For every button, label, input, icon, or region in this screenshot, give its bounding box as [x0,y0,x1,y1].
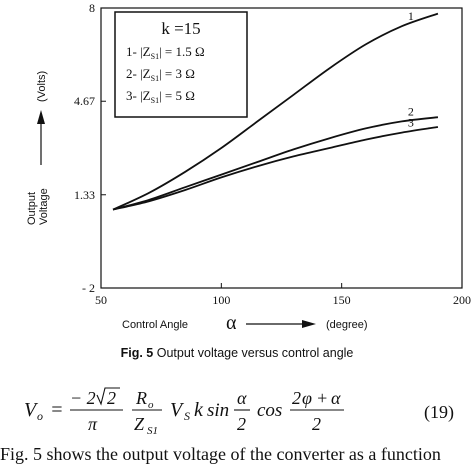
svg-text:sin: sin [207,400,229,421]
legend-entry-label: 3- |Z [126,88,151,103]
x-axis-label-text: Control Angle [122,319,188,331]
x-axis-label: Control Angle α (degree) [122,312,368,334]
svg-text:− 2: − 2 [70,388,96,408]
x-axis-label-symbol: α [226,312,237,334]
series-label-1: 1 [408,9,414,23]
svg-text:V: V [170,399,185,421]
legend-entry-value: | = 5 Ω [159,88,195,103]
legend-entry-2: 2- |ZS1| = 3 Ω [126,66,195,83]
y-axis-label: Output Voltage (Volts) [26,71,50,225]
series-line-3 [112,126,439,211]
legend-entry-1: 1- |ZS1| = 1.5 Ω [126,44,205,61]
svg-text:o: o [148,399,154,411]
equation-number: (19) [424,402,454,422]
y-tick-label: 4.67 [74,94,95,108]
x-axis-ticks: 50 100 150 200 [95,283,471,307]
svg-text:V: V [24,399,39,421]
x-axis-unit: (degree) [326,319,368,331]
legend-entry-3: 3- |ZS1| = 5 Ω [126,88,195,105]
y-axis-label-line2: Voltage [38,188,50,225]
svg-text:2: 2 [312,414,321,434]
plot-frame [100,7,463,289]
series-line-2 [112,116,439,211]
legend-entries: 1- |ZS1| = 1.5 Ω2- |ZS1| = 3 Ω3- |ZS1| =… [126,44,205,105]
legend-entry-label: 2- |Z [126,66,151,81]
svg-text:cos: cos [257,400,282,421]
svg-text:2: 2 [237,414,246,434]
svg-text:2: 2 [107,388,116,408]
svg-text:α: α [331,388,341,408]
y-axis-ticks: 8 4.67 1.33 - 2 [74,1,106,295]
svg-text:k: k [194,399,204,421]
equation: V o = − 2 2 π R o Z S1 V S k sin α 2 cos… [24,387,344,437]
series-line-1 [112,12,439,211]
chart: 8 4.67 1.33 - 2 50 100 150 200 1 23 k =15 1- |Z… [26,1,471,334]
x-tick-label: 200 [453,293,471,307]
svg-text:2: 2 [292,388,301,408]
x-axis-label-arrow-head [302,320,316,328]
legend-entry-value: | = 3 Ω [159,66,195,81]
legend-title: k =15 [161,19,200,38]
x-tick-label: 150 [333,293,351,307]
y-tick-label: - 2 [82,281,95,295]
y-tick-label: 1.33 [74,188,95,202]
svg-text:o: o [37,409,43,423]
x-tick-label: 50 [95,293,107,307]
caption-prefix: Fig. 5 [120,346,154,360]
legend-box [114,11,248,118]
y-axis-unit: (Volts) [36,71,48,102]
legend: k =15 1- |ZS1| = 1.5 Ω2- |ZS1| = 3 Ω3- |… [114,11,248,118]
x-tick-label: 100 [212,293,230,307]
svg-text:+: + [316,388,328,408]
svg-text:π: π [88,414,98,434]
y-tick-label: 8 [89,1,95,15]
y-axis-label-arrow-head [37,110,45,124]
legend-entry-subscript: S1 [151,74,159,83]
svg-text:S: S [184,409,190,423]
svg-text:φ: φ [302,388,312,408]
legend-entry-subscript: S1 [151,96,159,105]
svg-text:=: = [50,399,64,421]
caption-text: Output voltage versus control angle [153,346,354,360]
svg-text:R: R [135,388,147,408]
legend-entry-value: | = 1.5 Ω [159,44,205,59]
series-label-2: 2 [408,104,414,118]
svg-text:Z: Z [134,414,145,434]
legend-entry-label: 1- |Z [126,44,151,59]
svg-text:S1: S1 [147,425,158,437]
y-axis-label-line1: Output [26,192,38,225]
body-text: Fig. 5 shows the output voltage of the c… [0,444,441,464]
figure-caption: Fig. 5 Output voltage versus control ang… [0,346,474,360]
data-series [112,12,439,211]
svg-text:α: α [237,388,247,408]
series-labels: 1 23 [408,9,414,129]
legend-entry-subscript: S1 [151,52,159,61]
series-label-3: 3 [408,116,414,130]
